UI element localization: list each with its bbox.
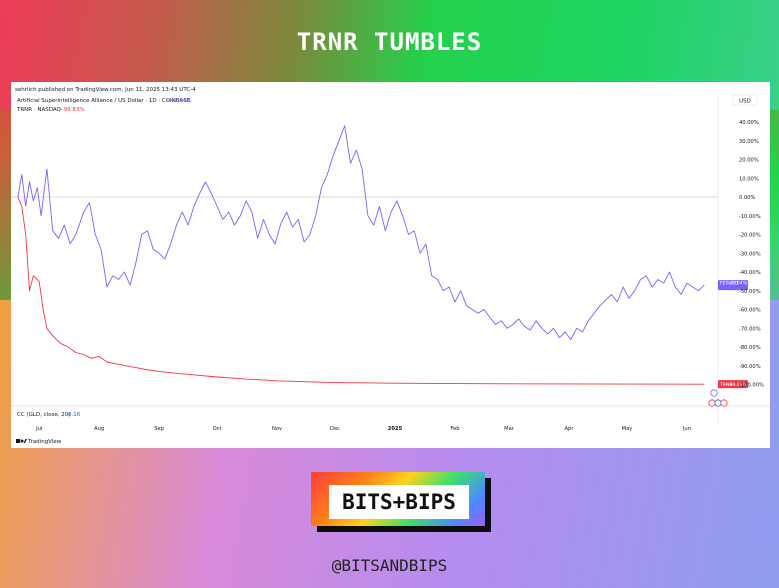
tradingview-chart: sehrlich published on TradingView.com, J… bbox=[11, 87, 770, 445]
price-badge-label: TRNR bbox=[719, 382, 733, 388]
series-fet-change: −47.04% bbox=[166, 98, 192, 104]
indicator-label: CC (GLD, close, 20) bbox=[17, 412, 70, 418]
x-tick-label: Nov bbox=[272, 426, 282, 432]
y-tick-label: -90.00% bbox=[739, 364, 761, 370]
y-tick-label: 40.00% bbox=[739, 120, 759, 126]
y-tick-label: -10.00% bbox=[739, 214, 761, 220]
split-marker-icon[interactable] bbox=[714, 399, 722, 407]
y-tick-label: -60.00% bbox=[739, 308, 761, 314]
series-trnr-name: TRNR · NASDAQ bbox=[16, 107, 62, 113]
price-badge-fet: FETUSD−47.04% bbox=[718, 280, 748, 291]
currency-button[interactable] bbox=[732, 94, 758, 106]
price-badge-trnr: TRNR−99.83% bbox=[718, 380, 748, 389]
y-tick-label: -40.00% bbox=[739, 270, 761, 276]
x-tick-label: Dec bbox=[330, 426, 340, 432]
x-tick-label: May bbox=[622, 426, 633, 432]
social-handle: @BITSANDBIPS bbox=[331, 556, 448, 575]
currency-label: USD bbox=[739, 99, 751, 105]
price-badge-label: FETUSD bbox=[720, 281, 739, 287]
chart-panel: sehrlich published on TradingView.com, J… bbox=[11, 82, 770, 448]
y-tick-label: -30.00% bbox=[739, 251, 761, 257]
publisher-line: sehrlich published on TradingView.com, J… bbox=[15, 87, 196, 93]
price-badge-value: −47.04% bbox=[726, 281, 748, 287]
x-tick-label: Apr bbox=[564, 426, 574, 432]
tradingview-logo-icon bbox=[16, 439, 27, 443]
y-tick-label: -50.00% bbox=[739, 289, 761, 295]
y-tick-label: -20.00% bbox=[739, 233, 761, 239]
logo-text: BITS+BIPS bbox=[329, 485, 469, 519]
x-tick-label: Jun bbox=[682, 426, 691, 432]
dividend-marker-icon[interactable] bbox=[708, 399, 716, 407]
y-tick-label: 0.00% bbox=[739, 195, 756, 201]
x-tick-label: Feb bbox=[450, 426, 460, 432]
series-line-fet bbox=[17, 125, 705, 340]
plot-area: FETUSD−47.04% TRNR−99.83% bbox=[11, 125, 748, 389]
y-tick-label: -100.00% bbox=[739, 383, 764, 389]
x-tick-label: Aug bbox=[94, 426, 104, 432]
x-tick-label: Oct bbox=[213, 426, 222, 432]
x-tick-label: Jul bbox=[35, 426, 42, 432]
series-fet-name: Artificial Superintelligence Alliance / … bbox=[17, 98, 191, 104]
bits-bips-logo: BITS+BIPS bbox=[311, 472, 491, 532]
price-badge-value: −99.83% bbox=[726, 382, 748, 388]
series-line-trnr bbox=[17, 196, 705, 385]
y-tick-label: -80.00% bbox=[739, 345, 761, 351]
y-tick-label: -70.00% bbox=[739, 326, 761, 332]
y-tick-label: 10.00% bbox=[739, 176, 759, 182]
headline: TRNR TUMBLES bbox=[296, 28, 483, 56]
y-tick-label: 20.00% bbox=[739, 158, 759, 164]
event-marker-icon[interactable] bbox=[710, 389, 718, 397]
x-tick-label: Mar bbox=[504, 426, 515, 432]
tradingview-footer: TradingView bbox=[27, 439, 62, 445]
y-axis: 40.00% 30.00% 20.00% 10.00% 0.00% -10.00% -20.… bbox=[739, 120, 764, 389]
series-trnr-change: −99.83% bbox=[59, 107, 85, 113]
earnings-marker-icon[interactable] bbox=[720, 399, 728, 407]
indicator-value: 0.16 bbox=[68, 412, 81, 418]
x-tick-label: 2025 bbox=[388, 426, 403, 432]
x-axis: Jul Aug Sep Oct Nov Dec 2025 Feb Mar Apr May Jun bbox=[35, 426, 691, 432]
y-tick-label: 30.00% bbox=[739, 139, 759, 145]
x-tick-label: Sep bbox=[154, 426, 164, 432]
